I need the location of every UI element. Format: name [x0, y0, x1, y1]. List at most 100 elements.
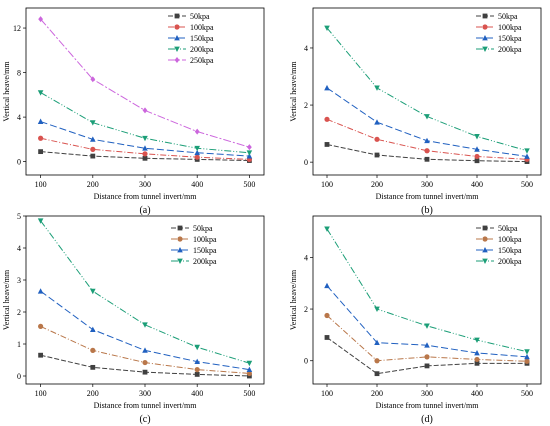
legend-marker — [482, 236, 488, 242]
data-point — [38, 149, 44, 155]
series-line — [326, 228, 528, 353]
data-point — [374, 339, 380, 346]
data-point — [37, 288, 44, 294]
data-point — [374, 371, 380, 377]
data-point — [474, 134, 480, 140]
x-tick-label: 200 — [371, 180, 383, 189]
data-point — [37, 218, 44, 224]
legend-label: 50kpa — [193, 224, 213, 233]
data-point — [474, 153, 480, 160]
chart-panel-d: 100 200 300 400 500 0 2 4 Distance from tunnel i… — [289, 215, 542, 425]
legend-label: 100kpa — [498, 23, 522, 32]
x-tick-label: 300 — [421, 389, 433, 398]
y-axis-label: Vertical heave/mm — [289, 61, 298, 122]
x-tick-label: 300 — [139, 389, 151, 398]
chart-panel-c: 100 200 300 400 500 0 1 2 3 4 5 Distance from tunne… — [2, 212, 265, 425]
x-tick-label: 100 — [321, 389, 333, 398]
data-point — [194, 372, 200, 377]
data-point — [90, 153, 96, 159]
data-point — [90, 326, 96, 332]
data-point — [424, 354, 430, 360]
y-tick-label: 5 — [17, 212, 21, 221]
chart-panel-b: 100 200 300 400 500 0 2 4 Distance from tunnel i… — [289, 7, 542, 216]
y-axis-label: Vertical heave/mm — [2, 61, 11, 122]
series-line — [40, 18, 250, 148]
data-point — [142, 322, 148, 328]
x-tick-label: 100 — [35, 389, 47, 398]
y-tick-label: 2 — [304, 101, 308, 110]
legend-marker — [177, 225, 183, 231]
legend: 50kpa 100kpa 150kpa 200kpa — [476, 12, 522, 54]
data-point — [194, 128, 200, 135]
panel-label: (b) — [421, 205, 433, 216]
series-150kpa — [37, 288, 253, 372]
legend-label: 150kpa — [498, 246, 522, 255]
data-point — [142, 359, 148, 366]
series-100kpa — [324, 312, 530, 364]
legend-marker — [174, 35, 180, 41]
series-line — [326, 27, 528, 152]
y-tick-label: 0 — [17, 158, 21, 167]
x-axis-label: Distance from tunnel invert/mm — [376, 192, 480, 201]
data-point — [424, 114, 430, 120]
data-point — [324, 282, 330, 289]
series-line — [40, 220, 250, 364]
legend-marker — [482, 225, 488, 231]
x-tick-label: 200 — [371, 389, 383, 398]
y-tick-label: 1 — [17, 340, 21, 349]
data-point — [324, 312, 330, 319]
legend-label: 150kpa — [193, 246, 217, 255]
x-tick-label: 400 — [471, 389, 483, 398]
legend-label: 150kpa — [190, 34, 214, 43]
x-tick-label: 300 — [421, 180, 433, 189]
legend-marker — [174, 24, 180, 30]
legend-label: 200kpa — [193, 257, 217, 266]
data-point — [524, 353, 530, 360]
x-tick-label: 500 — [243, 180, 255, 189]
data-point — [246, 153, 253, 159]
data-point — [194, 344, 200, 351]
data-point — [374, 152, 380, 158]
panel-label: (c) — [139, 414, 150, 425]
data-point — [90, 364, 96, 370]
data-point — [194, 145, 200, 152]
data-point — [246, 370, 252, 377]
data-point — [38, 323, 44, 329]
data-point — [474, 146, 480, 152]
data-point — [524, 358, 530, 364]
data-point — [90, 136, 96, 142]
x-tick-label: 100 — [35, 180, 47, 189]
data-point — [424, 137, 430, 144]
legend-marker — [482, 24, 488, 30]
series-line — [326, 87, 528, 157]
x-tick-label: 200 — [87, 389, 99, 398]
legend-marker — [174, 13, 180, 19]
y-tick-label: 4 — [17, 244, 21, 253]
legend-label: 50kpa — [190, 12, 210, 21]
series-line — [40, 92, 250, 154]
series-150kpa — [324, 84, 530, 159]
series-150kpa — [37, 118, 253, 159]
data-point — [142, 151, 148, 157]
data-point — [90, 76, 96, 83]
series-line — [40, 290, 250, 371]
data-point — [194, 358, 200, 364]
data-point — [246, 144, 252, 151]
legend-label: 50kpa — [498, 12, 518, 21]
series-100kpa — [38, 135, 252, 163]
data-point — [142, 155, 148, 161]
data-point — [194, 154, 200, 160]
data-point — [524, 153, 530, 159]
series-250kpa — [38, 16, 252, 151]
data-point — [194, 367, 200, 373]
data-point — [38, 352, 44, 358]
series-200kpa — [37, 218, 253, 367]
y-tick-label: 0 — [17, 372, 21, 381]
data-point — [90, 120, 96, 126]
data-point — [324, 25, 330, 31]
series-100kpa — [38, 323, 252, 377]
panel-label: (a) — [139, 205, 150, 216]
x-tick-label: 400 — [191, 180, 203, 189]
data-point — [474, 356, 480, 363]
legend-label: 200kpa — [498, 257, 522, 266]
